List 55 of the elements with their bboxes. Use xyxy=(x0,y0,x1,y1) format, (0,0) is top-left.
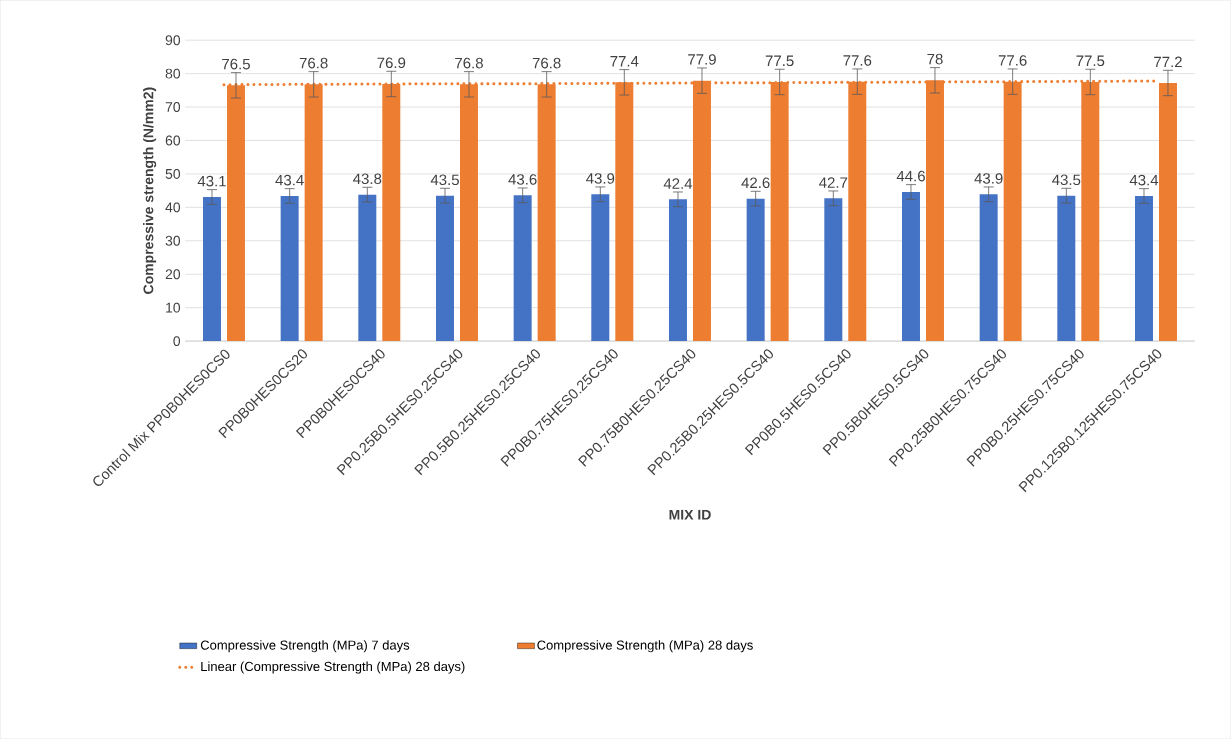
data-label: 42.6 xyxy=(741,177,770,189)
data-label: 43.9 xyxy=(586,173,615,184)
data-label: 43.6 xyxy=(508,174,537,185)
y-tick-label: 40 xyxy=(165,202,181,213)
y-tick-label: 80 xyxy=(165,68,181,79)
y-tick-label: 0 xyxy=(173,336,181,346)
legend-label: Compressive Strength (MPa) 28 days xyxy=(537,640,753,653)
data-label: 78 xyxy=(927,53,943,65)
legend-label: Compressive Strength (MPa) 7 days xyxy=(200,640,410,653)
bar xyxy=(435,195,454,342)
bar xyxy=(746,198,765,342)
data-label: 76.8 xyxy=(455,57,483,69)
data-label: 77.5 xyxy=(1076,55,1105,66)
data-label: 77.4 xyxy=(610,56,639,67)
y-tick-label: 10 xyxy=(166,302,181,313)
x-axis-title: MIX ID xyxy=(669,509,711,520)
data-label: 44.6 xyxy=(896,170,925,182)
data-label: 77.2 xyxy=(1154,56,1182,67)
data-label: 43.5 xyxy=(1052,174,1081,186)
bar xyxy=(1057,195,1076,342)
y-tick-label: 70 xyxy=(165,102,181,112)
data-label: 77.6 xyxy=(998,55,1027,66)
data-label: 42.7 xyxy=(819,177,848,188)
data-label: 77.6 xyxy=(843,55,872,66)
data-label: 76.5 xyxy=(222,58,250,70)
data-label: 76.9 xyxy=(377,57,406,68)
data-label: 77.5 xyxy=(765,55,794,66)
bar xyxy=(280,195,299,342)
y-tick-label: 20 xyxy=(165,269,181,280)
y-tick-label: 90 xyxy=(165,35,181,46)
data-label: 43.1 xyxy=(197,175,226,187)
bar xyxy=(1158,82,1177,342)
y-tick-label: 50 xyxy=(165,168,181,179)
data-label: 76.8 xyxy=(299,57,328,69)
data-label: 77.9 xyxy=(688,54,716,65)
bar xyxy=(513,195,532,342)
y-tick-label: 30 xyxy=(165,235,181,246)
data-label: 43.9 xyxy=(974,173,1003,184)
bar xyxy=(824,198,843,342)
bar xyxy=(901,191,920,342)
y-tick-label: 60 xyxy=(165,135,181,146)
bar xyxy=(979,194,998,342)
bar xyxy=(591,194,610,342)
bar xyxy=(668,199,687,342)
bar xyxy=(1134,195,1153,342)
data-label: 43.5 xyxy=(430,174,459,186)
data-label: 43.8 xyxy=(353,173,382,185)
bar xyxy=(202,196,221,342)
data-label: 42.4 xyxy=(663,178,693,189)
data-label: 43.4 xyxy=(1129,174,1159,186)
data-label: 76.8 xyxy=(532,57,561,69)
y-axis-title: Compressive strength (N/mm2) xyxy=(143,87,157,294)
data-label: 43.4 xyxy=(275,174,304,186)
legend-label: Linear (Compressive Strength (MPa) 28 days) xyxy=(201,661,465,674)
bar xyxy=(358,194,377,342)
